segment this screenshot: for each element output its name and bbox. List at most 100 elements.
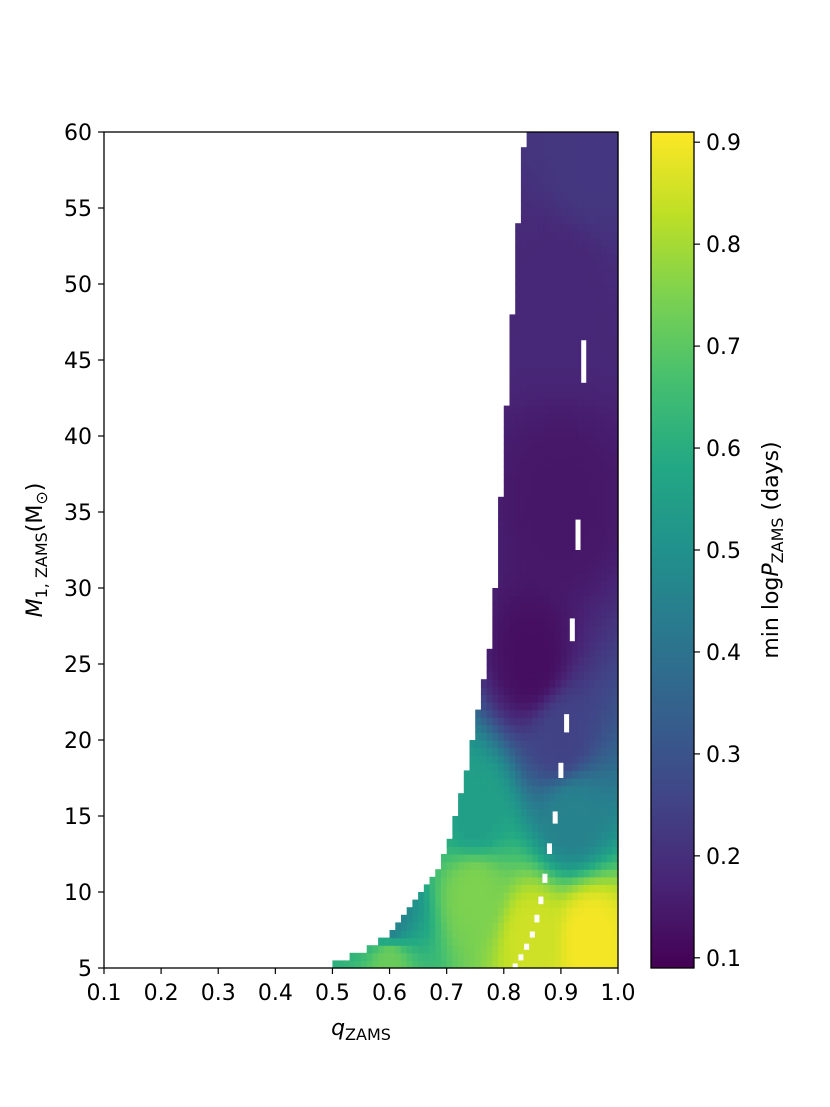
heatmap-cell [543,884,551,893]
heatmap-cell [503,671,511,680]
heatmap-cell [418,960,425,969]
heatmap-cell [520,914,528,923]
heatmap-cell [560,808,568,817]
heatmap-cell [543,800,551,809]
heatmap-cell [520,291,528,300]
heatmap-cell [480,914,488,923]
heatmap-cell [543,276,551,285]
heatmap-cell [543,823,551,832]
heatmap-cell [526,595,533,604]
heatmap-cell [520,481,528,490]
heatmap-cell [498,542,505,551]
heatmap-cell [492,960,499,969]
heatmap-cell [600,527,608,536]
heatmap-cell [549,284,556,293]
heatmap-cell [538,185,545,194]
heatmap-cell [555,238,562,247]
heatmap-cell [509,595,516,604]
heatmap-cell [498,907,505,916]
heatmap-cell [572,641,579,650]
heatmap-cell [520,512,528,521]
heatmap-cell [612,869,619,878]
heatmap-cell [572,671,579,680]
heatmap-cell [572,565,579,574]
heatmap-cell [549,268,556,277]
heatmap-cell [600,322,608,331]
heatmap-cell [606,846,613,855]
heatmap-cell [480,816,488,825]
heatmap-cell [600,466,608,475]
heatmap-cell [555,656,562,665]
heatmap-cell [520,230,528,239]
heatmap-cell [595,892,602,901]
heatmap-cell [435,952,442,961]
heatmap-cell [463,945,471,954]
heatmap-cell [566,664,573,673]
heatmap-cell [526,162,533,171]
heatmap-cell [463,838,471,847]
heatmap-cell [560,496,568,505]
heatmap-cell [543,618,551,627]
heatmap-cell [492,694,499,703]
heatmap-cell [526,648,533,657]
heatmap-cell [578,527,585,536]
heatmap-cell [566,314,573,323]
heatmap-cell [515,588,522,597]
heatmap-cell [583,314,591,323]
heatmap-cell [578,876,585,885]
heatmap-cell [555,230,562,239]
heatmap-cell [600,405,608,414]
heatmap-cell [555,147,562,156]
heatmap-cell [578,785,585,794]
heatmap-cell [572,922,579,931]
heatmap-cell [595,633,602,642]
heatmap-cell [520,641,528,650]
heatmap-cell [475,808,482,817]
heatmap-cell [503,876,511,885]
heatmap-cell [446,899,453,908]
y-tick-label: 55 [64,197,92,222]
heatmap-cell [566,694,573,703]
heatmap-cell [538,314,545,323]
heatmap-cell [572,686,579,695]
heatmap-cell [572,458,579,467]
heatmap-cell [509,527,516,536]
heatmap-cell [606,200,613,209]
heatmap-cell [555,390,562,399]
heatmap-cell [572,603,579,612]
heatmap-cell [589,892,596,901]
heatmap-cell [486,770,493,779]
heatmap-cell [583,496,591,505]
heatmap-cell [440,937,448,946]
heatmap-cell [475,785,482,794]
heatmap-cell [589,930,596,939]
heatmap-cell [503,702,511,711]
heatmap-cell [595,230,602,239]
heatmap-cell [520,800,528,809]
heatmap-cell [589,778,596,787]
heatmap-cell [612,474,619,483]
heatmap-cell [509,458,516,467]
heatmap-cell [532,724,539,733]
heatmap-cell [572,443,579,452]
heatmap-cell [606,246,613,255]
heatmap-cell [498,899,505,908]
heatmap-cell [595,398,602,407]
heatmap-cell [469,884,476,893]
heatmap-cell [469,770,476,779]
heatmap-cell [606,960,613,969]
heatmap-cell [520,390,528,399]
heatmap-cell [572,618,579,627]
heatmap-cell [452,823,459,832]
heatmap-cell [469,793,476,802]
heatmap-cell [595,709,602,718]
heatmap-cell [503,679,511,688]
heatmap-cell [509,755,516,764]
heatmap-cell [555,838,562,847]
heatmap-cell [520,306,528,315]
y-tick-label: 50 [64,273,92,298]
heatmap-cell [600,869,608,878]
heatmap-cell [498,846,505,855]
heatmap-cell [458,907,465,916]
heatmap-cell [583,831,591,840]
